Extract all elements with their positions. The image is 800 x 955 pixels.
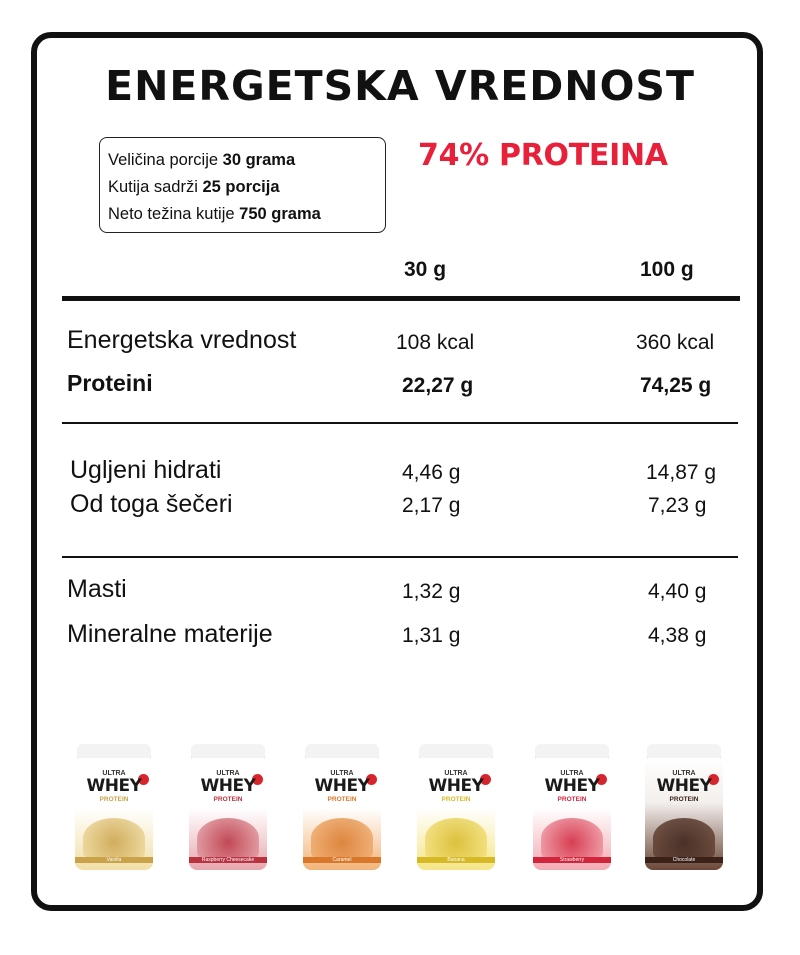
row-value-minerals-100g: 4,38 g	[648, 624, 707, 647]
product-lineup: ULTRA WHEY PROTEIN Vanilla ULTRA WHEY PROTEIN R…	[55, 740, 745, 880]
tub-lid	[77, 744, 151, 760]
row-value-fat-100g: 4,40 g	[648, 580, 707, 603]
row-value-sugars-100g: 7,23 g	[648, 494, 707, 517]
nutrition-card	[31, 32, 763, 911]
product-name: WHEY	[428, 776, 484, 796]
brand-badge-icon	[708, 774, 719, 785]
row-value-protein-30g: 22,27 g	[402, 374, 474, 397]
product-sub: PROTEIN	[669, 796, 699, 803]
product-brand: ULTRA	[444, 770, 468, 777]
product-flavor: Banana	[417, 857, 495, 863]
product-name: WHEY	[656, 776, 712, 796]
row-value-minerals-30g: 1,31 g	[402, 624, 461, 647]
product-flavor: Vanilla	[75, 857, 153, 863]
flavor-art	[425, 818, 487, 858]
page-title: ENERGETSKA VREDNOST	[105, 62, 695, 110]
product-flavor: Raspberry Cheesecake	[189, 857, 267, 863]
product-brand: ULTRA	[102, 770, 126, 777]
product-tub: ULTRA WHEY PROTEIN Banana	[417, 740, 495, 875]
product-sub: PROTEIN	[327, 796, 357, 803]
product-sub: PROTEIN	[99, 796, 129, 803]
product-tub: ULTRA WHEY PROTEIN Raspberry Cheesecake	[189, 740, 267, 875]
product-name: WHEY	[314, 776, 370, 796]
product-name: WHEY	[544, 776, 600, 796]
product-flavor: Caramel	[303, 857, 381, 863]
product-sub: PROTEIN	[213, 796, 243, 803]
flavor-art	[311, 818, 373, 858]
tub-lid	[647, 744, 721, 760]
row-value-energy-100g: 360 kcal	[636, 331, 715, 354]
row-value-protein-100g: 74,25 g	[640, 374, 712, 397]
product-brand: ULTRA	[216, 770, 240, 777]
flavor-art	[541, 818, 603, 858]
brand-badge-icon	[596, 774, 607, 785]
brand-badge-icon	[252, 774, 263, 785]
product-brand: ULTRA	[560, 770, 584, 777]
brand-badge-icon	[366, 774, 377, 785]
product-tub: ULTRA WHEY PROTEIN Vanilla	[75, 740, 153, 875]
header-divider	[62, 296, 740, 301]
flavor-art	[653, 818, 715, 858]
flavor-art	[83, 818, 145, 858]
row-label-protein: Proteini	[67, 370, 153, 396]
product-flavor: Chocolate	[645, 857, 723, 863]
row-value-carbs-100g: 14,87 g	[646, 461, 717, 484]
section-divider	[62, 556, 738, 558]
serving-size-line: Veličina porcije 30 grama	[108, 151, 296, 169]
column-header-100g: 100 g	[640, 258, 694, 281]
net-weight-line: Neto težina kutije 750 grama	[108, 205, 321, 223]
servings-per-box-line: Kutija sadrži 25 porcija	[108, 178, 280, 196]
row-value-fat-30g: 1,32 g	[402, 580, 461, 603]
column-header-30g: 30 g	[404, 258, 447, 281]
product-tub: ULTRA WHEY PROTEIN Caramel	[303, 740, 381, 875]
row-label-minerals: Mineralne materije	[67, 620, 273, 648]
protein-highlight: 74% PROTEINA	[418, 138, 668, 173]
row-value-energy-30g: 108 kcal	[396, 331, 475, 354]
section-divider	[62, 422, 738, 424]
tub-lid	[191, 744, 265, 760]
product-tub: ULTRA WHEY PROTEIN Chocolate	[645, 740, 723, 875]
product-sub: PROTEIN	[557, 796, 587, 803]
product-tub: ULTRA WHEY PROTEIN Strawberry	[533, 740, 611, 875]
tub-lid	[419, 744, 493, 760]
product-brand: ULTRA	[330, 770, 354, 777]
flavor-art	[197, 818, 259, 858]
product-name: WHEY	[86, 776, 142, 796]
tub-lid	[305, 744, 379, 760]
brand-badge-icon	[138, 774, 149, 785]
tub-lid	[535, 744, 609, 760]
serving-info-box: Veličina porcije 30 grama Kutija sadrži …	[99, 137, 386, 233]
product-brand: ULTRA	[672, 770, 696, 777]
product-sub: PROTEIN	[441, 796, 471, 803]
row-value-carbs-30g: 4,46 g	[402, 461, 461, 484]
brand-badge-icon	[480, 774, 491, 785]
row-label-sugars: Od toga šečeri	[70, 490, 233, 518]
product-name: WHEY	[200, 776, 256, 796]
product-flavor: Strawberry	[533, 857, 611, 863]
row-label-fat: Masti	[67, 575, 127, 603]
row-label-carbs: Ugljeni hidrati	[70, 456, 222, 484]
row-value-sugars-30g: 2,17 g	[402, 494, 461, 517]
row-label-energy: Energetska vrednost	[67, 326, 297, 354]
